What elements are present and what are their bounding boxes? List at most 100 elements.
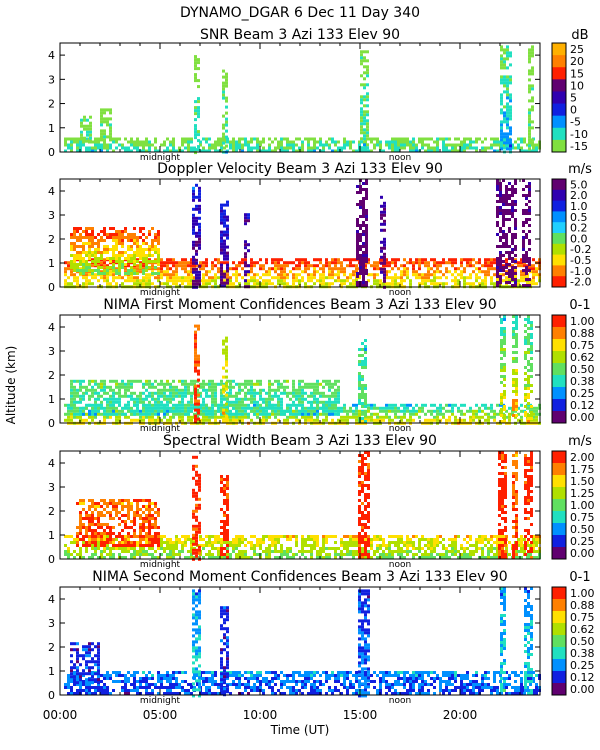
heatmap-cell [373, 412, 376, 416]
heatmap-cell [439, 406, 442, 410]
heatmap-cell [394, 279, 397, 283]
heatmap-cell [265, 397, 268, 401]
heatmap-cell [148, 385, 151, 389]
heatmap-cell [286, 149, 289, 153]
heatmap-cell [343, 137, 346, 141]
heatmap-cell [197, 360, 200, 364]
heatmap-cell [481, 149, 484, 153]
heatmap-cell [268, 282, 271, 286]
heatmap-cell [187, 270, 190, 274]
heatmap-cell [217, 409, 220, 413]
heatmap-cell [106, 406, 109, 410]
heatmap-cell [97, 239, 100, 242]
heatmap-cell [487, 267, 490, 271]
heatmap-cell [250, 270, 253, 274]
heatmap-cell [508, 197, 511, 200]
heatmap-cell [382, 264, 385, 268]
heatmap-cell [145, 394, 148, 398]
heatmap-cell [364, 414, 367, 417]
heatmap-cell [247, 146, 250, 150]
heatmap-cell [412, 143, 415, 147]
heatmap-cell [454, 418, 457, 422]
heatmap-cell [503, 369, 506, 372]
heatmap-cell [500, 366, 503, 369]
heatmap-cell [194, 384, 197, 388]
heatmap-cell [394, 264, 397, 268]
heatmap-cell [217, 415, 220, 419]
heatmap-cell [253, 146, 256, 150]
heatmap-cell [226, 233, 229, 237]
heatmap-cell [112, 541, 115, 544]
heatmap-cell [424, 149, 427, 153]
heatmap-cell [500, 333, 503, 336]
heatmap-cell [343, 146, 346, 150]
heatmap-cell [136, 541, 139, 544]
heatmap-cell [337, 379, 340, 383]
heatmap-cell [365, 224, 368, 227]
heatmap-cell [505, 212, 508, 215]
heatmap-cell [232, 406, 235, 410]
heatmap-cell [184, 412, 187, 416]
heatmap-cell [106, 276, 109, 280]
heatmap-cell [232, 137, 235, 141]
heatmap-cell [211, 261, 214, 265]
heatmap-cell [391, 143, 394, 147]
heatmap-cell [82, 391, 85, 395]
heatmap-cell [169, 406, 172, 410]
heatmap-cell [496, 140, 499, 144]
heatmap-cell [94, 146, 97, 150]
heatmap-cell [436, 140, 439, 144]
heatmap-cell [250, 267, 253, 271]
heatmap-cell [469, 276, 472, 280]
heatmap-cell [527, 414, 530, 417]
heatmap-cell [100, 236, 103, 239]
heatmap-cell [130, 140, 133, 144]
heatmap-cell [503, 138, 506, 142]
heatmap-cell [136, 264, 139, 268]
heatmap-cell [433, 264, 436, 268]
heatmap-cell [363, 95, 366, 99]
heatmap-cell [208, 282, 211, 286]
heatmap-cell [197, 148, 200, 152]
heatmap-cell [133, 412, 136, 416]
heatmap-cell [112, 409, 115, 413]
heatmap-cell [151, 385, 154, 389]
heatmap-cell [82, 266, 85, 269]
heatmap-cell [197, 372, 200, 376]
heatmap-cell [253, 397, 256, 401]
heatmap-cell [256, 415, 259, 419]
heatmap-cell [301, 149, 304, 153]
heatmap-cell [500, 102, 503, 106]
heatmap-cell [217, 541, 220, 544]
heatmap-cell [160, 267, 163, 271]
heatmap-cell [298, 388, 301, 392]
heatmap-cell [451, 261, 454, 265]
heatmap-cell [97, 412, 100, 416]
heatmap-cell [76, 227, 79, 230]
heatmap-cell [328, 385, 331, 389]
heatmap-cell [469, 273, 472, 277]
heatmap-cell [403, 143, 406, 147]
heatmap-cell [280, 264, 283, 268]
heatmap-cell [82, 541, 85, 544]
heatmap-cell [205, 264, 208, 268]
heatmap-cell [298, 282, 301, 286]
heatmap-cell [313, 391, 316, 395]
colorbar-swatch [552, 276, 566, 288]
heatmap-cell [274, 149, 277, 153]
heatmap-cell [511, 251, 514, 254]
heatmap-cell [383, 207, 386, 211]
heatmap-cell [205, 270, 208, 274]
heatmap-cell [194, 64, 197, 68]
heatmap-cell [160, 547, 163, 550]
heatmap-cell [307, 264, 310, 268]
y-tick-label: 2 [48, 369, 55, 382]
heatmap-cell [528, 90, 531, 94]
heatmap-cell [493, 149, 496, 153]
heatmap-cell [502, 146, 505, 150]
heatmap-cell [166, 406, 169, 410]
heatmap-cell [514, 248, 517, 251]
heatmap-cell [211, 541, 214, 544]
heatmap-cell [253, 412, 256, 416]
heatmap-cell [385, 282, 388, 286]
